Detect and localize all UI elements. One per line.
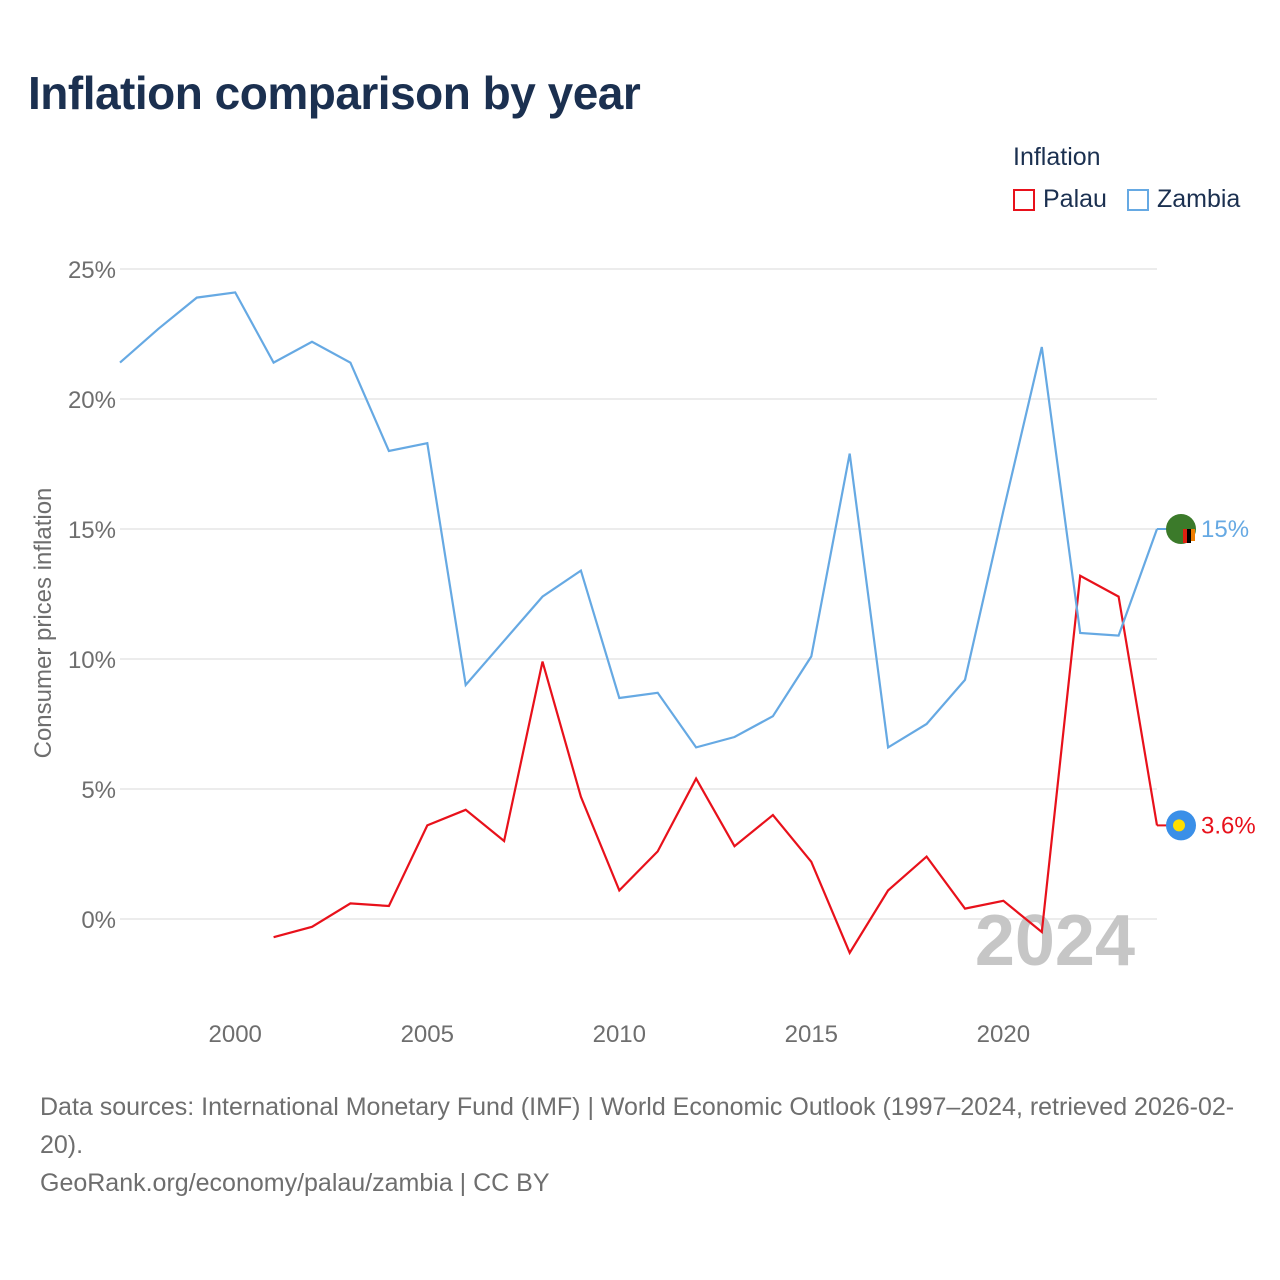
year-watermark: 2024 [975, 901, 1135, 981]
zambia-flag-stripe-red [1183, 529, 1187, 543]
zambia-flag-stripe-orange [1191, 529, 1195, 541]
x-tick-label: 2005 [401, 1021, 454, 1048]
line-chart: 0% 5% 10% 15% 20% 25% 2000 2005 2010 2015 2020 Cons… [30, 257, 1256, 1048]
legend-item-zambia[interactable]: Zambia [1126, 185, 1241, 214]
legend-label-zambia: Zambia [1156, 185, 1241, 213]
legend: Palau Zambia [1013, 185, 1260, 214]
y-tick-label: 5% [81, 777, 116, 804]
y-tick-label: 15% [68, 517, 116, 544]
chart-title: Inflation comparison by year [28, 67, 641, 119]
attribution: GeoRank.org/economy/palau/zambia | CC BY [40, 1169, 550, 1197]
x-tick-label: 2015 [785, 1021, 838, 1048]
footer: Data sources: International Monetary Fun… [40, 1088, 1255, 1202]
data-sources-note: Data sources: International Monetary Fun… [40, 1093, 1235, 1159]
x-tick-label: 2020 [977, 1021, 1030, 1048]
legend-label-palau: Palau [1043, 185, 1107, 213]
x-tick-label: 2000 [209, 1021, 262, 1048]
zambia-flag-stripe-black [1187, 529, 1191, 543]
y-tick-label: 0% [81, 907, 116, 934]
series-line-palau [273, 574, 1159, 956]
y-tick-label: 10% [68, 647, 116, 674]
series-line-zambia [119, 291, 1159, 750]
x-tick-label: 2010 [593, 1021, 646, 1048]
legend-swatch-palau [1013, 188, 1035, 211]
y-tick-label: 20% [68, 387, 116, 414]
palau-flag-disc [1173, 819, 1185, 832]
end-label-palau: 3.6% [1201, 812, 1256, 839]
legend-title: Inflation [1013, 143, 1101, 171]
y-tick-label: 25% [68, 257, 116, 284]
legend-item-palau[interactable]: Palau [1013, 185, 1107, 214]
y-axis-label: Consumer prices inflation [30, 488, 57, 759]
legend-swatch-zambia [1126, 188, 1149, 211]
end-label-zambia: 15% [1201, 516, 1249, 543]
